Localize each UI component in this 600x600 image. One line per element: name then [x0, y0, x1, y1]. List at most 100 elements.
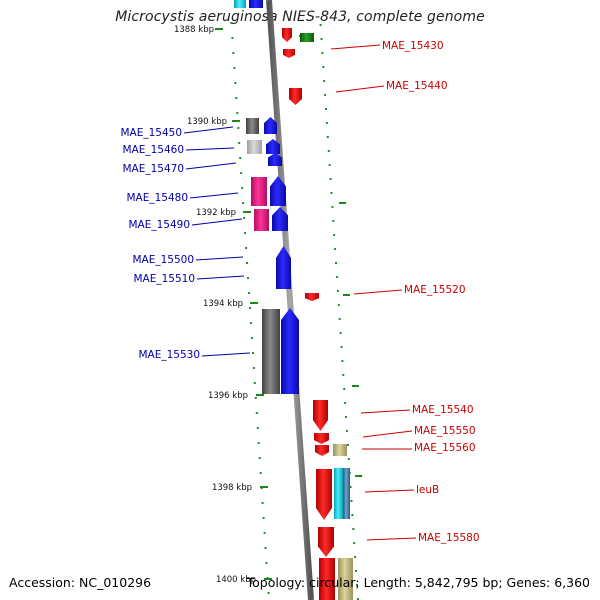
gene-label-reverse[interactable]: MAE_15520	[404, 284, 466, 296]
ruler-ticks: 1388 kbp 1390 kbp 1392 kbp 1394 kbp 1396 kbp…	[174, 25, 362, 585]
label-leader-line	[191, 218, 243, 226]
genome-summary-text: Topology: circular; Length: 5,842,795 bp…	[246, 575, 590, 590]
label-leader-line	[185, 162, 237, 170]
ruler-tick-label: 1396 kbp	[208, 391, 248, 401]
gc-dot-outer	[346, 444, 349, 446]
gc-dot-inner	[247, 277, 249, 279]
gc-dot-outer	[333, 234, 336, 236]
gc-dot-outer	[327, 150, 330, 152]
ruler-tick-label: 1398 kbp	[212, 483, 252, 493]
gene-label-reverse[interactable]: MAE_15540	[412, 404, 474, 416]
gc-dot-outer	[356, 584, 358, 586]
label-leader-line	[183, 126, 234, 134]
gc-dot-inner	[249, 322, 252, 324]
gc-dot-inner	[250, 337, 253, 339]
gene-label-reverse[interactable]: MAE_15580	[418, 532, 480, 544]
gene-label-reverse[interactable]: MAE_15440	[386, 80, 448, 92]
gc-dot-inner	[264, 547, 267, 549]
label-leader-line	[360, 409, 411, 414]
gc-dot-outer	[319, 24, 322, 26]
genome-title: Microcystis aeruginosa NIES-843, complet…	[115, 9, 485, 25]
gene-reverse	[313, 400, 328, 431]
gene-features	[234, 0, 353, 600]
gene-forward	[264, 117, 277, 134]
gc-dot-inner	[252, 367, 255, 369]
gene-label-forward[interactable]: MAE_15530	[138, 349, 200, 361]
gc-dot-inner	[255, 412, 258, 414]
gc-dot-outer	[334, 248, 337, 250]
gene-reverse	[282, 28, 292, 42]
gc-dot-inner	[236, 112, 239, 114]
gene-pink	[254, 209, 269, 231]
label-leader-line	[366, 537, 417, 541]
gene-label-forward[interactable]: MAE_15500	[132, 254, 194, 266]
gc-dot-inner	[244, 232, 247, 234]
gene-reverse	[318, 527, 334, 557]
ruler-tick-label: 1390 kbp	[187, 117, 227, 127]
gene-reverse	[314, 433, 329, 444]
gc-dot-inner	[259, 472, 262, 474]
gene-reverse	[305, 293, 319, 301]
gene-forward	[266, 139, 280, 154]
gene-label-forward[interactable]: MAE_15460	[122, 144, 184, 156]
gene-forward-top	[249, 0, 263, 8]
gene-labels: MAE_15450 MAE_15460 MAE_15470 MAE_15480 MAE_…	[120, 40, 479, 544]
label-leader-line	[364, 489, 415, 493]
gc-dot-inner	[238, 142, 241, 144]
gene-reverse	[283, 49, 295, 58]
gene-label-forward[interactable]: MAE_15490	[128, 219, 190, 231]
gc-dot-outer	[355, 570, 358, 572]
gene-label-forward[interactable]: MAE_15510	[133, 273, 195, 285]
gene-label-forward[interactable]: MAE_15480	[126, 192, 188, 204]
gc-dot-inner	[248, 292, 250, 294]
gc-dot-outer	[349, 486, 352, 488]
gc-dot-inner	[231, 37, 234, 39]
gc-dot-inner	[235, 97, 238, 99]
gc-dots	[230, 22, 359, 600]
label-leaders	[183, 44, 417, 541]
gc-dot-inner	[249, 307, 251, 309]
gc-dot-inner	[257, 442, 260, 444]
gc-dot-outer	[354, 556, 357, 558]
gc-dot-outer	[356, 598, 359, 600]
gc-dot-outer	[351, 514, 354, 516]
gc-dot-outer	[322, 66, 325, 68]
gc-dot-inner	[267, 592, 270, 594]
gc-dot-inner	[251, 352, 254, 354]
gc-dot-outer	[341, 360, 344, 362]
gene-label-forward[interactable]: MAE_15470	[122, 163, 184, 175]
gc-dot-outer	[336, 290, 339, 292]
gene-label-reverse[interactable]: MAE_15430	[382, 40, 444, 52]
gc-dot-inner	[239, 157, 242, 159]
gene-label-reverse[interactable]: MAE_15560	[414, 442, 476, 454]
ruler-tick-label: 1388 kbp	[174, 25, 214, 35]
gc-dot-outer	[323, 80, 326, 82]
ruler-tick-label: 1394 kbp	[203, 299, 243, 309]
gc-dot-outer	[342, 374, 345, 376]
gc-dot-inner	[245, 247, 248, 249]
gene-label-forward[interactable]: MAE_15450	[120, 127, 182, 139]
gene-label-reverse[interactable]: MAE_15550	[414, 425, 476, 437]
gene-reverse	[315, 445, 329, 456]
gc-dot-outer	[353, 542, 356, 544]
gene-label-reverse[interactable]: leuB	[416, 484, 439, 496]
gene-gray	[262, 309, 280, 394]
gene-steel	[343, 468, 350, 519]
gc-dot-inner	[265, 562, 268, 564]
label-leader-line	[195, 256, 244, 261]
gc-dot-outer	[321, 52, 324, 54]
gc-dot-inner	[246, 262, 248, 264]
gc-dot-outer	[345, 416, 347, 418]
gene-olive	[333, 444, 347, 456]
gene-green	[300, 33, 314, 42]
label-leader-line	[362, 430, 413, 438]
label-leader-line	[330, 44, 381, 50]
gene-gray	[246, 118, 259, 134]
gene-lightgray	[247, 140, 262, 154]
gc-dot-outer	[352, 528, 355, 530]
gc-dot-outer	[325, 108, 327, 110]
gc-dot-inner	[233, 67, 236, 69]
gc-dot-inner	[253, 382, 256, 384]
gc-dot-inner	[261, 502, 264, 504]
